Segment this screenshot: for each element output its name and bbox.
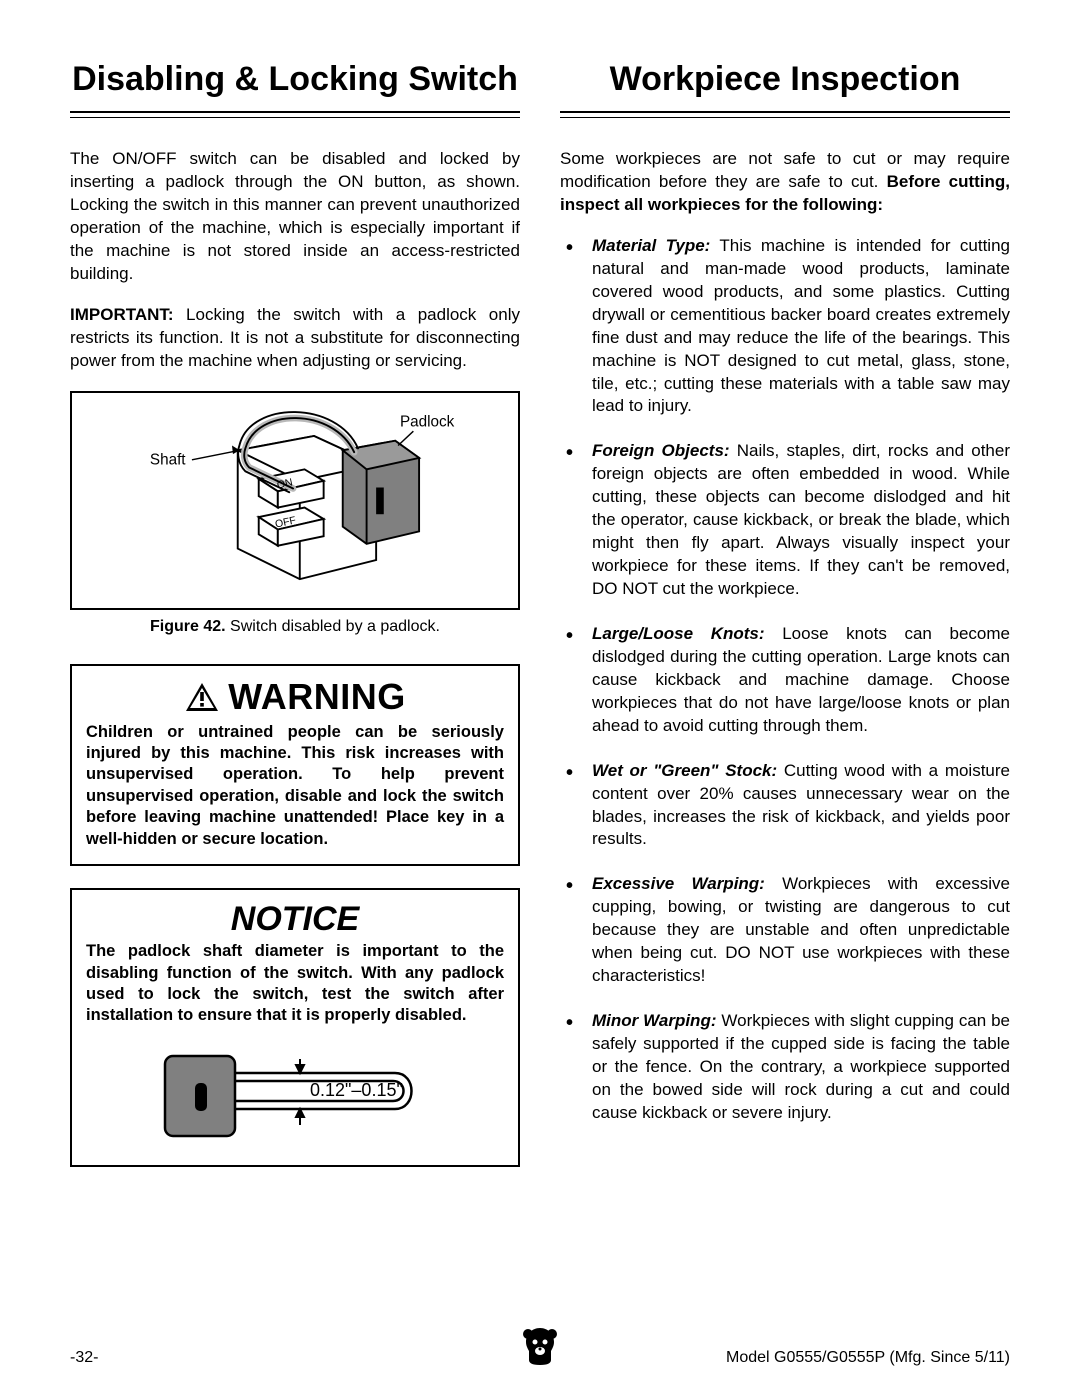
label-shaft: Shaft [150,451,186,468]
item-rest: Nails, staples, dirt, rocks and other fo… [592,441,1010,598]
warning-box: WARNING Children or untrained people can… [70,664,520,867]
list-item: Excessive Warping: Workpieces with exces… [560,873,1010,988]
list-item: Minor Warping: Workpieces with slight cu… [560,1010,1010,1125]
right-heading: Workpiece Inspection [560,60,1010,99]
warning-text: Children or untrained people can be seri… [86,722,504,851]
columns: Disabling & Locking Switch The ON/OFF sw… [70,60,1010,1189]
item-rest: This machine is intended for cutting nat… [592,236,1010,416]
notice-dimension: 0.12"–0.15" [310,1080,403,1100]
item-lead: Foreign Objects: [592,441,730,460]
padlock-dimension-diagram: 0.12"–0.15" [135,1041,455,1151]
item-lead: Large/Loose Knots: [592,624,765,643]
item-lead: Excessive Warping: [592,874,765,893]
page-footer: -32- Model G0555/G0555P (Mfg. Since 5/11… [70,1349,1010,1367]
list-item: Large/Loose Knots: Loose knots can becom… [560,623,1010,738]
fig-caption-lead: Figure 42. [150,618,226,635]
switch-padlock-diagram: Padlock Shaft ON OFF [72,393,518,603]
figure-switch-padlock: Padlock Shaft ON OFF [70,391,520,610]
warning-triangle-icon [184,681,220,713]
footer-logo-icon [522,1326,558,1371]
label-padlock: Padlock [400,413,455,430]
notice-text: The padlock shaft diameter is important … [86,941,504,1027]
left-important: IMPORTANT: Locking the switch with a pad… [70,304,520,373]
notice-box: NOTICE The padlock shaft diameter is imp… [70,888,520,1167]
page-number: -32- [70,1349,98,1367]
notice-title: NOTICE [86,900,504,939]
right-intro: Some workpieces are not safe to cut or m… [560,148,1010,217]
item-lead: Minor Warping: [592,1011,717,1030]
important-lead: IMPORTANT: [70,305,174,324]
model-info: Model G0555/G0555P (Mfg. Since 5/11) [726,1349,1010,1367]
item-lead: Wet or "Green" Stock: [592,761,777,780]
inspection-list: Material Type: This machine is intended … [560,235,1010,1125]
right-column: Workpiece Inspection Some workpieces are… [560,60,1010,1189]
left-column: Disabling & Locking Switch The ON/OFF sw… [70,60,520,1189]
heading-rule [70,111,520,118]
figure-caption: Figure 42. Switch disabled by a padlock. [70,618,520,636]
warning-header: WARNING [86,676,504,718]
left-heading: Disabling & Locking Switch [70,60,520,99]
left-p1: The ON/OFF switch can be disabled and lo… [70,148,520,286]
heading-rule [560,111,1010,118]
item-lead: Material Type: [592,236,710,255]
list-item: Wet or "Green" Stock: Cutting wood with … [560,760,1010,852]
fig-caption-rest: Switch disabled by a padlock. [226,618,440,635]
list-item: Foreign Objects: Nails, staples, dirt, r… [560,440,1010,601]
list-item: Material Type: This machine is intended … [560,235,1010,419]
warning-title: WARNING [228,676,406,718]
